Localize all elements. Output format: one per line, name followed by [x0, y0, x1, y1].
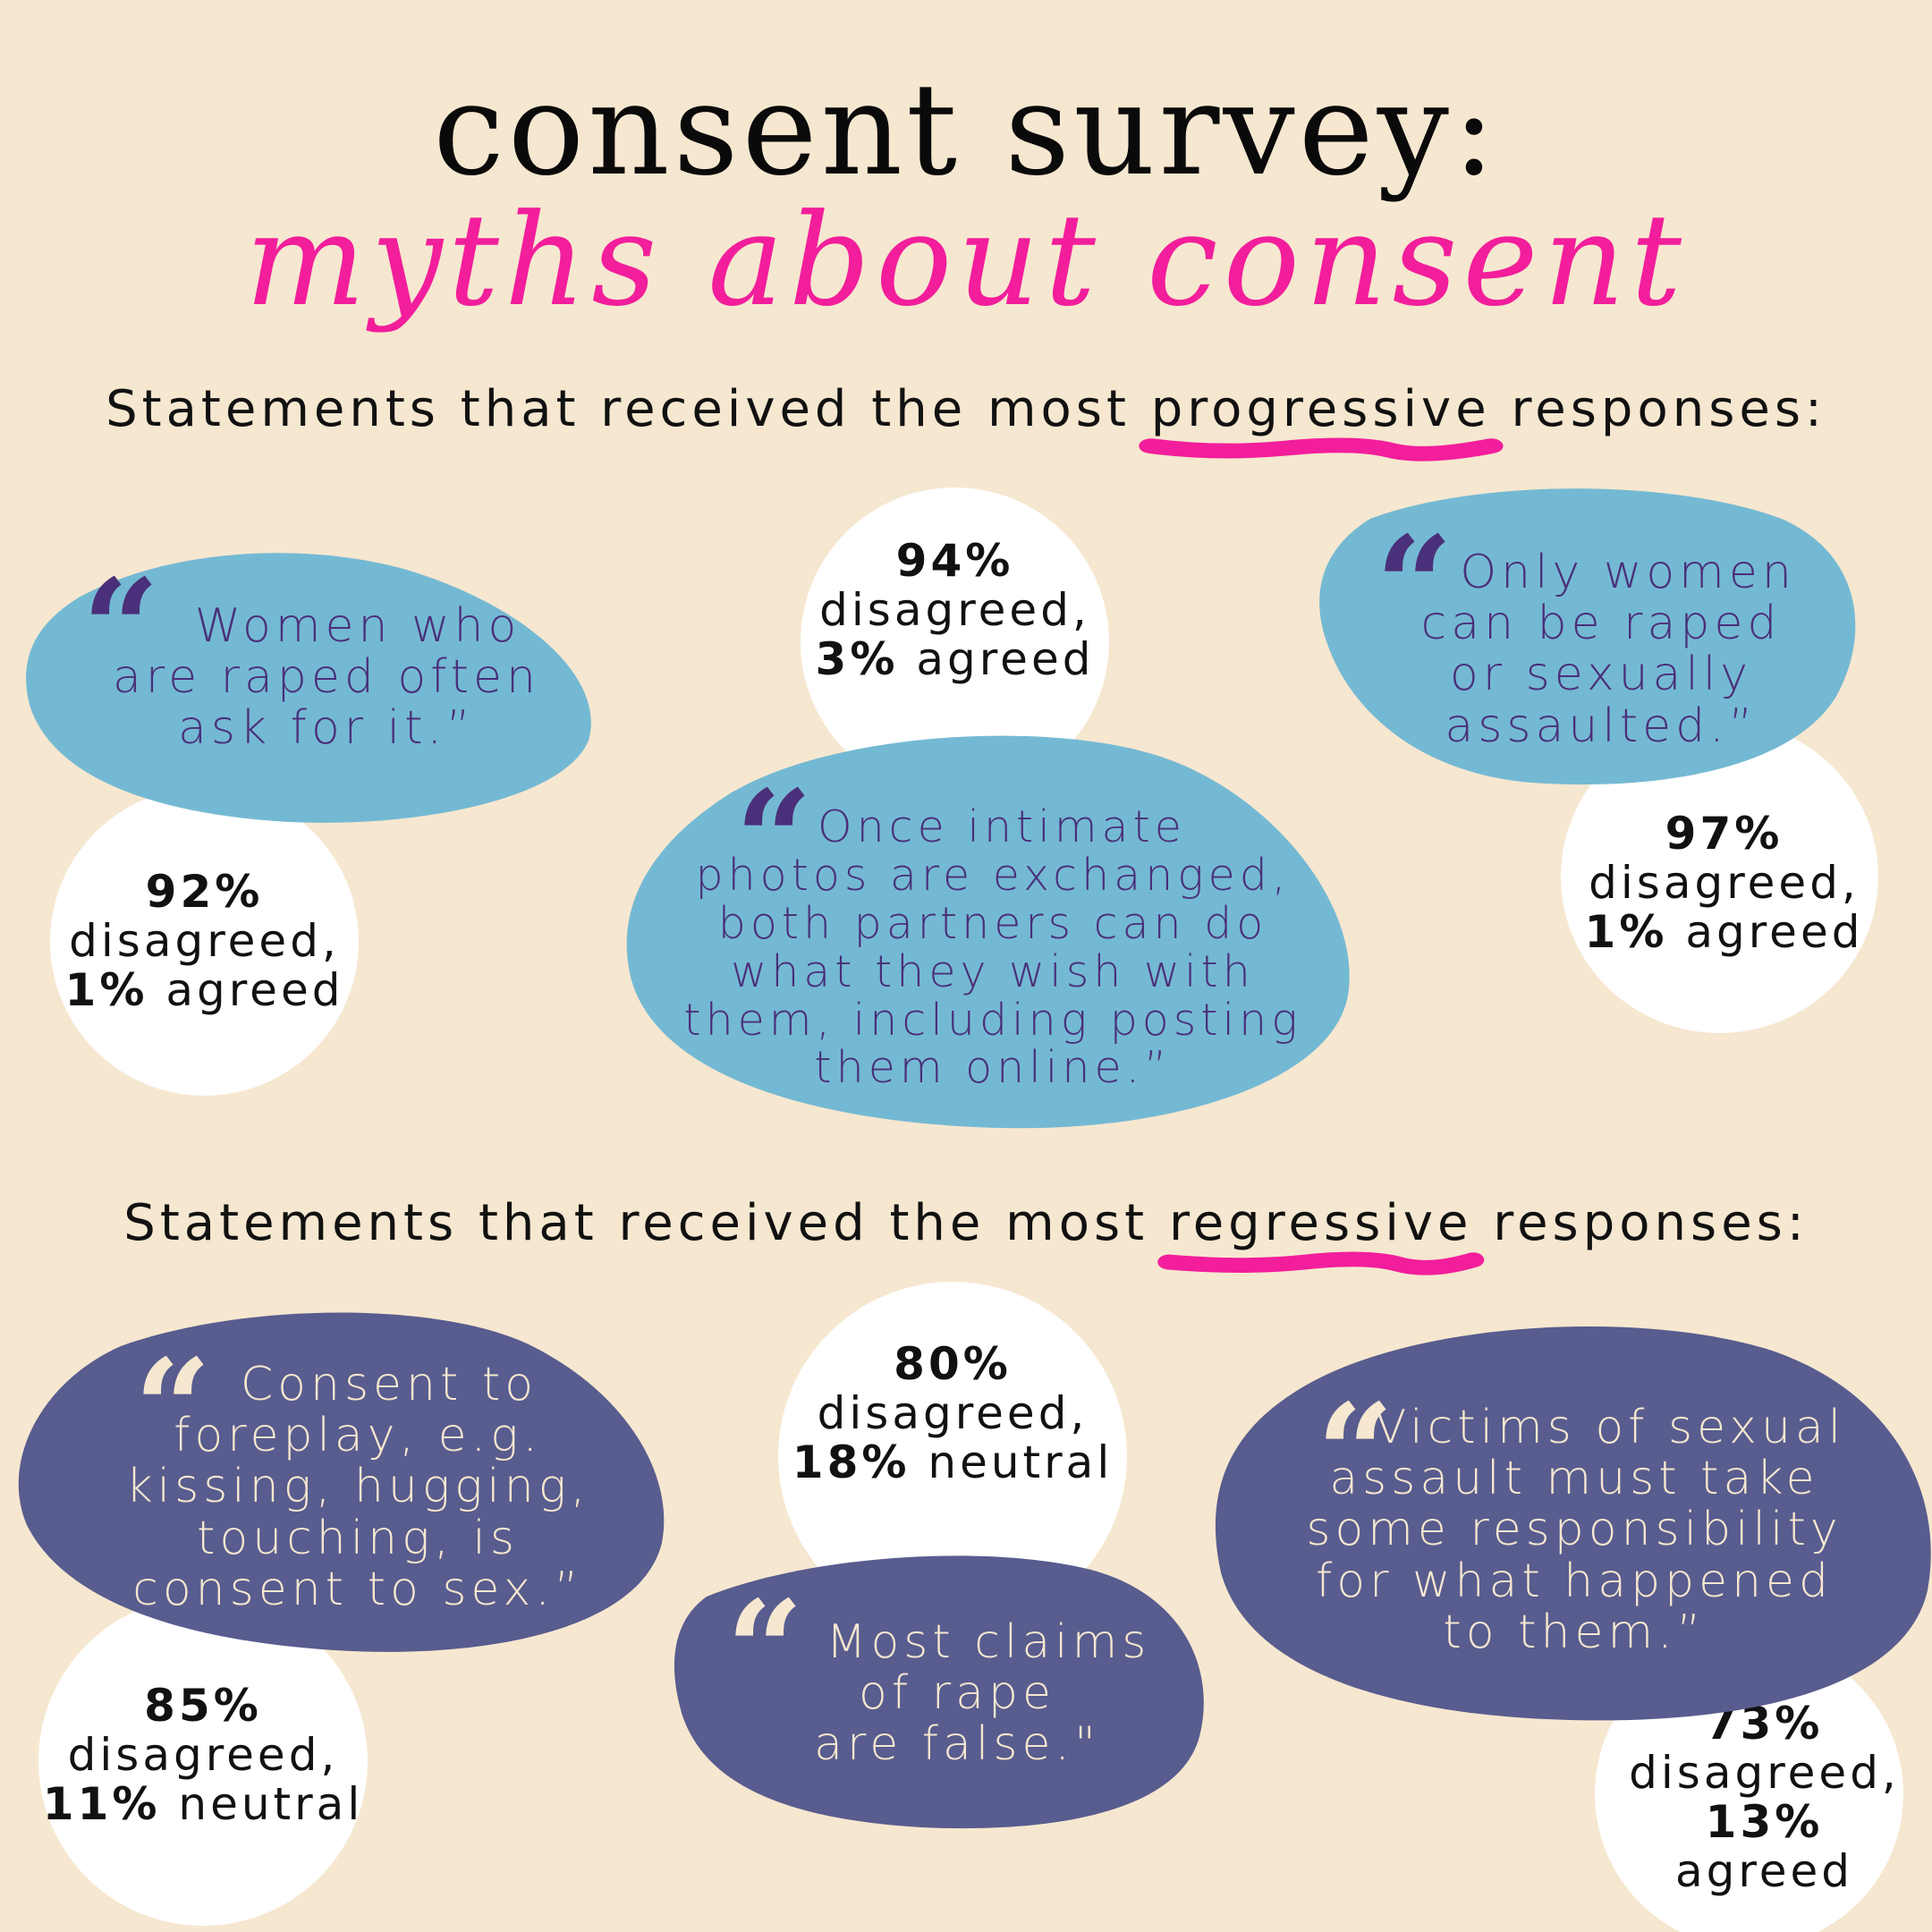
- statement-r3: Victims of sexual assault must take some…: [1270, 1402, 1878, 1658]
- stat-pct-second: 1%: [1584, 906, 1668, 958]
- statement-p1: Women who are raped often ask for it.”: [89, 599, 564, 756]
- statement-line: or sexually: [1449, 648, 1753, 702]
- statement-p2: Once intimate photos are exchanged, both…: [662, 803, 1324, 1092]
- statement-line: them online.”: [814, 1042, 1172, 1094]
- stat-pct-second: 18%: [792, 1436, 911, 1488]
- stat-r3: 73% disagreed, 13% agreed: [1610, 1699, 1919, 1896]
- quote-blob-navy: [671, 1543, 1208, 1829]
- statement-line: for what happened: [1315, 1554, 1834, 1608]
- statement-line: to them.”: [1443, 1605, 1706, 1659]
- statement-line: them, including posting: [683, 994, 1302, 1046]
- stat-pct-second: 13%: [1705, 1796, 1824, 1848]
- stat-label-second: neutral: [928, 1436, 1114, 1488]
- stat-label-disagreed: disagreed,: [819, 584, 1090, 636]
- quote-blob-blue: [624, 721, 1356, 1132]
- statement-line: are false.": [814, 1717, 1100, 1772]
- stat-pct-disagreed: 85%: [144, 1680, 262, 1732]
- statement-line: consent to sex.”: [132, 1562, 583, 1616]
- regressive-heading: Statements that received the most regres…: [0, 1193, 1932, 1275]
- statement-p3: Only women can be raped or sexually assa…: [1377, 547, 1825, 752]
- statement-line: photos are exchanged,: [695, 849, 1291, 901]
- statement-line: assaulted.”: [1445, 699, 1758, 753]
- statement-line: are raped often: [113, 650, 540, 705]
- pink-underline: [1157, 1251, 1485, 1275]
- statement-line: touching, is: [197, 1511, 519, 1565]
- statement-line: both partners can do: [717, 897, 1268, 949]
- pink-underline: [1139, 437, 1504, 462]
- quote-mark-icon: “: [1317, 1375, 1394, 1532]
- stat-pct-disagreed: 97%: [1665, 808, 1784, 860]
- progressive-heading: Statements that received the most progre…: [0, 379, 1932, 462]
- progressive-keyword: progressive: [1139, 379, 1504, 462]
- quote-blob-blue: [25, 535, 591, 823]
- statement-r2: Most claims of rape are false.": [716, 1615, 1199, 1772]
- statement-line: Only women: [1460, 546, 1796, 599]
- quote-blob-navy: [13, 1301, 666, 1659]
- regressive-keyword-text: regressive: [1168, 1194, 1473, 1252]
- stat-pct-second: 1%: [64, 964, 148, 1016]
- stat-label-disagreed: disagreed,: [67, 1729, 339, 1781]
- statement-line: Consent to: [240, 1358, 538, 1411]
- stat-p3: 97% disagreed, 1% agreed: [1561, 809, 1887, 957]
- stat-label-second: agreed: [916, 633, 1095, 685]
- stat-label-second: agreed: [165, 964, 344, 1016]
- regressive-heading-prefix: Statements that received the most: [123, 1194, 1149, 1252]
- statement-line: Women who: [194, 599, 521, 653]
- stat-r2: 80% disagreed, 18% neutral: [778, 1340, 1127, 1487]
- stat-circle: [50, 787, 359, 1096]
- stat-p2: 94% disagreed, 3% agreed: [787, 537, 1123, 684]
- quote-mark-icon: “: [735, 761, 813, 919]
- statement-line: Once intimate: [818, 801, 1186, 852]
- quote-mark-icon: “: [134, 1330, 212, 1487]
- statement-line: assault must take: [1329, 1452, 1819, 1506]
- stat-label-second: agreed: [1674, 1845, 1854, 1897]
- stat-label-disagreed: disagreed,: [69, 915, 340, 967]
- stat-label-disagreed: disagreed,: [817, 1387, 1089, 1439]
- stat-circle: [38, 1597, 368, 1926]
- quote-mark-icon: “: [726, 1572, 804, 1729]
- stat-pct-second: 3%: [815, 633, 899, 685]
- stat-label-disagreed: disagreed,: [1589, 857, 1860, 909]
- stat-pct-second: 11%: [42, 1778, 161, 1830]
- stat-label-disagreed: disagreed,: [1629, 1747, 1900, 1799]
- progressive-keyword-text: progressive: [1150, 380, 1491, 438]
- statement-line: Victims of sexual: [1374, 1401, 1846, 1454]
- stat-pct-disagreed: 80%: [894, 1338, 1012, 1390]
- quote-mark-icon: “: [1376, 507, 1453, 665]
- statement-r1: Consent to foreplay, e.g. kissing, huggi…: [89, 1358, 626, 1616]
- statement-line: Most claims: [826, 1615, 1151, 1669]
- statement-line: kissing, hugging,: [125, 1460, 590, 1514]
- quote-blob-navy: [1212, 1313, 1932, 1724]
- quote-mark-icon: “: [82, 550, 160, 708]
- title-line-2: myths about consent: [244, 187, 1687, 335]
- quote-blob-blue: [1317, 483, 1856, 787]
- regressive-keyword: regressive: [1157, 1193, 1485, 1275]
- statement-line: of rape: [859, 1666, 1055, 1721]
- title-line-1: consent survey:: [433, 56, 1499, 204]
- statement-line: foreplay, e.g.: [174, 1409, 542, 1463]
- regressive-heading-suffix: responses:: [1493, 1194, 1809, 1252]
- statement-line: what they wish with: [731, 945, 1255, 997]
- stat-r1: 85% disagreed, 11% neutral: [38, 1682, 368, 1829]
- statement-line: can be raped: [1420, 597, 1782, 651]
- statement-line: ask for it.”: [178, 701, 475, 756]
- stat-p1: 92% disagreed, 1% agreed: [50, 868, 359, 1015]
- progressive-heading-prefix: Statements that received the most: [106, 380, 1131, 438]
- stat-pct-disagreed: 94%: [895, 535, 1014, 587]
- stat-pct-disagreed: 92%: [145, 866, 264, 918]
- statement-line: some responsibility: [1306, 1503, 1843, 1557]
- progressive-heading-suffix: responses:: [1511, 380, 1826, 438]
- stat-label-second: neutral: [178, 1778, 364, 1830]
- stat-label-second: agreed: [1685, 906, 1864, 958]
